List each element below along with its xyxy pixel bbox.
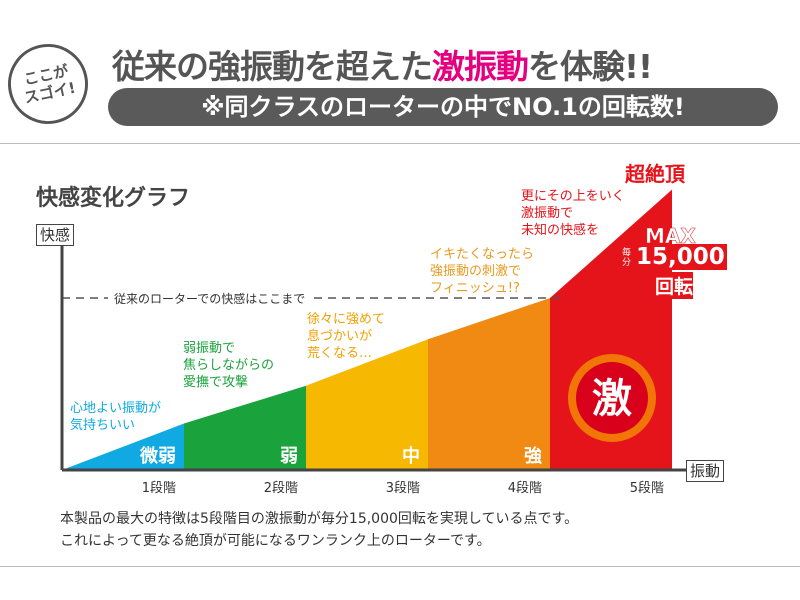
level-label-5: 激 [592, 376, 632, 422]
bar-segment-2 [184, 385, 306, 470]
max-per: 毎分 [622, 248, 632, 268]
footer-line-1: 本製品の最大の特徴は5段階目の激振動が毎分15,000回転を実現している点です。 [60, 511, 579, 527]
divider [0, 143, 800, 144]
x-tick-label: 4段階 [508, 481, 542, 496]
x-axis-label: 振動 [686, 460, 725, 482]
footer-line-2: これによって更なる絶頂が可能になるワンランク上のローターです。 [60, 533, 491, 549]
level-label-1: 微弱 [139, 445, 176, 467]
subheadline: ※同クラスのローターの中でNO.1の回転数! [108, 88, 778, 126]
x-tick-label: 3段階 [386, 481, 420, 496]
x-tick-label: 5段階 [630, 481, 664, 496]
x-tick-label: 2段階 [264, 481, 298, 496]
annotation-3: 徐々に強めて 息づかいが 荒くなる… [307, 312, 386, 361]
bar-segment-3 [306, 339, 428, 470]
annotation-4: イキたくなったら 強振動の刺激で フィニッシュ!? [430, 247, 535, 296]
annotation-1: 心地よい振動が 気持ちいい [70, 401, 162, 433]
level-label-3: 中 [402, 445, 420, 467]
level-label-2: 弱 [280, 446, 298, 467]
bar-segment-1 [62, 423, 184, 470]
divider [0, 566, 800, 567]
max-value: 15,000 [634, 244, 727, 270]
headline: 従来の強振動を超えた激振動を体験!! [112, 47, 653, 86]
y-axis-label: 快感 [36, 224, 75, 246]
flame-core [576, 362, 648, 434]
x-tick-label: 1段階 [142, 481, 176, 496]
peak-label: 超絶頂 [625, 162, 685, 186]
level-label-4: 強 [524, 445, 542, 467]
max-unit: 回転 [655, 272, 694, 299]
reference-line-label: 従来のローターでの快感はここまで [108, 290, 312, 307]
chart-title: 快感変化グラフ [36, 186, 191, 211]
annotation-5: 更にその上をいく 激振動で 未知の快感を [521, 189, 625, 238]
annotation-2: 弱振動で 焦らしながらの 愛撫で攻撃 [183, 341, 275, 390]
bar-segment-4 [428, 298, 550, 470]
